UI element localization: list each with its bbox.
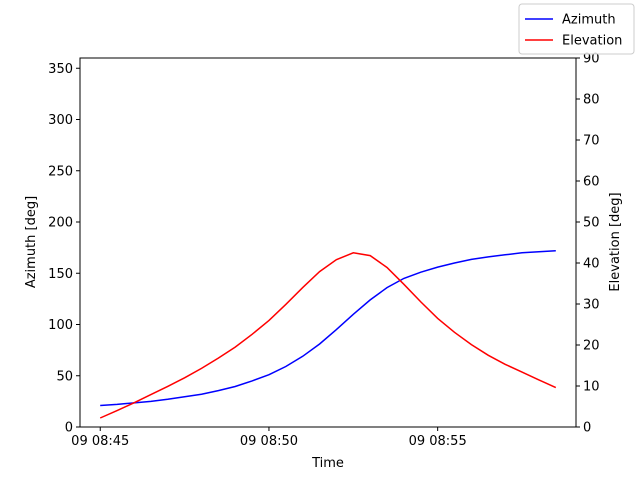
plot-frame — [79, 57, 577, 428]
y-tick-label-right: 80 — [583, 93, 600, 108]
legend-label-azimuth: Azimuth — [562, 13, 616, 28]
x-tick-label: 09 08:45 — [71, 434, 129, 449]
y-tick-label-left: 100 — [48, 318, 73, 333]
y-tick-label-left: 350 — [48, 62, 73, 77]
series-line-azimuth — [100, 249, 556, 407]
y-tick-label-right: 60 — [583, 175, 600, 190]
y-tick-label-right: 30 — [583, 298, 600, 313]
y-tick-label-right: 10 — [583, 380, 600, 395]
x-axis: 09 08:45 09 08:50 09 08:55 — [71, 427, 467, 449]
y-tick-label-right: 20 — [583, 339, 600, 354]
legend-box — [518, 3, 635, 55]
y-tick-label-left: 0 — [65, 421, 73, 436]
y-tick-label-right: 0 — [583, 421, 591, 436]
legend-label-elevation: Elevation — [562, 34, 622, 49]
y-tick-label-right: 90 — [583, 52, 600, 67]
y-tick-label-right: 70 — [583, 134, 600, 149]
y-axis-label-left: Azimuth [deg] — [24, 196, 39, 288]
series-line-elevation — [99, 252, 557, 419]
y-axis-right: 0 10 20 30 40 50 60 70 80 90 — [576, 52, 600, 436]
y-axis-left: 0 50 100 150 200 250 300 350 — [48, 62, 80, 436]
y-tick-label-left: 50 — [56, 369, 73, 384]
x-axis-label: Time — [311, 456, 344, 471]
x-tick-label: 09 08:55 — [409, 434, 467, 449]
legend: Azimuth Elevation — [518, 3, 635, 55]
y-axis-label-right: Elevation [deg] — [608, 192, 623, 291]
plot-lines — [99, 249, 557, 419]
y-tick-label-left: 150 — [48, 267, 73, 282]
y-tick-label-right: 50 — [583, 216, 600, 231]
y-tick-label-left: 300 — [48, 113, 73, 128]
y-tick-label-left: 250 — [48, 164, 73, 179]
x-tick-label: 09 08:50 — [240, 434, 298, 449]
y-tick-label-left: 200 — [48, 216, 73, 231]
y-tick-label-right: 40 — [583, 257, 600, 272]
